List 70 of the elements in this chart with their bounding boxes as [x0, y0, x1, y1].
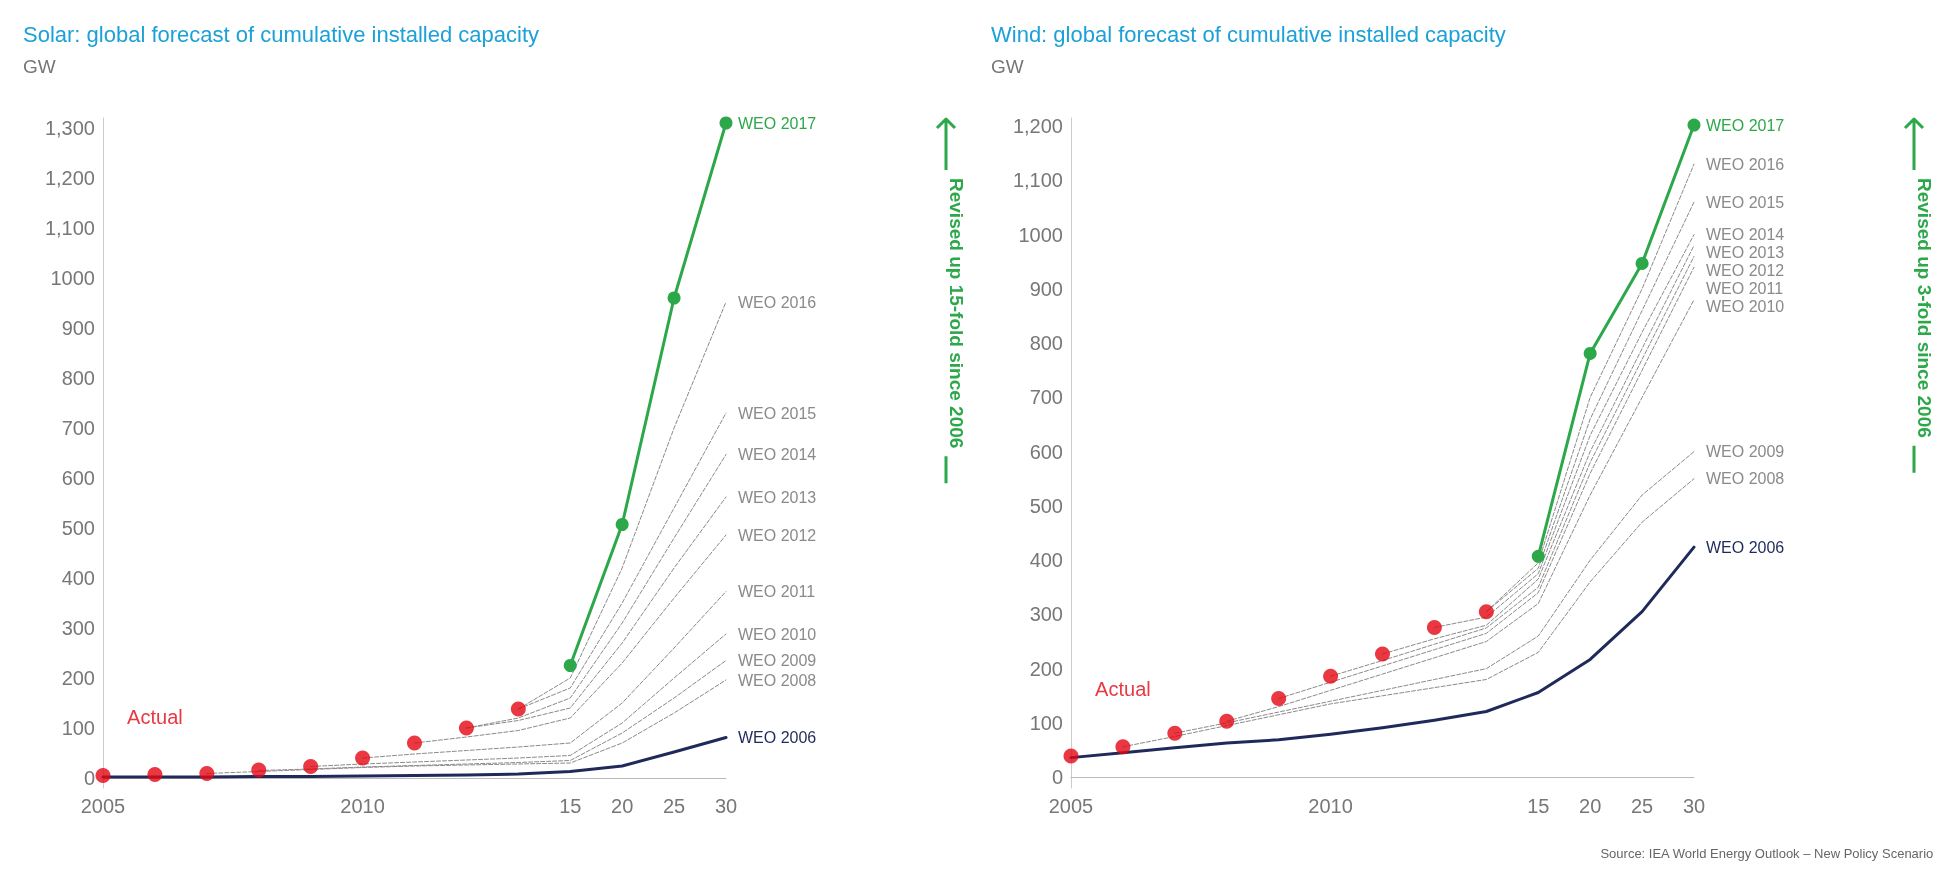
y-tick-label: 300 [61, 617, 95, 639]
y-tick-label: 500 [61, 517, 95, 539]
y-tick-label: 1,200 [44, 167, 95, 189]
y-axis-title: GW [991, 56, 1024, 77]
chart-title: Wind: global forecast of cumulative installed capacity [991, 21, 1506, 47]
y-tick-label: 100 [61, 717, 95, 739]
y-tick-label: 800 [61, 367, 95, 389]
x-tick-label: 30 [1682, 795, 1706, 817]
y-tick-label: 200 [61, 667, 95, 689]
y-tick-label: 900 [61, 317, 95, 339]
series-label: WEO 2016 [1706, 155, 1785, 173]
chart-title: Solar: global forecast of cumulative installed capacity [23, 21, 540, 47]
series-label: WEO 2014 [738, 446, 817, 463]
x-tick-label: 2010 [1308, 795, 1353, 817]
series-label: WEO 2008 [1706, 470, 1785, 488]
series-label: WEO 2016 [738, 293, 817, 311]
y-tick-label: 1,100 [1012, 169, 1063, 192]
series-label: WEO 2010 [1706, 298, 1785, 316]
x-tick-label: 2005 [1048, 795, 1094, 817]
x-tick-label: 2005 [80, 795, 126, 817]
y-tick-label: 500 [1029, 494, 1063, 517]
series-label: WEO 2012 [1706, 262, 1785, 280]
y-tick-label: 700 [61, 417, 95, 439]
series-label: WEO 2008 [738, 671, 817, 689]
x-tick-label: 20 [611, 795, 634, 817]
text: Revised up 15-fold since 2006 [945, 178, 967, 449]
text: Actual [127, 706, 183, 728]
y-tick-label: 600 [61, 467, 95, 489]
series-label: WEO 2009 [738, 652, 817, 669]
x-tick-label: 25 [662, 795, 686, 817]
x-tick-label: 15 [1527, 795, 1550, 817]
y-tick-label: 900 [1029, 277, 1063, 300]
series-label: WEO 2013 [738, 488, 817, 506]
series-label: WEO 2006 [1706, 538, 1785, 556]
x-tick-label: 15 [559, 795, 582, 817]
series-label: WEO 2006 [738, 729, 817, 746]
series-label: WEO 2009 [1706, 443, 1785, 461]
series-label: WEO 2015 [1706, 193, 1785, 211]
y-tick-label: 600 [1029, 440, 1063, 463]
y-tick-label: 1,200 [1012, 115, 1063, 138]
series-label: Actual [1095, 678, 1151, 701]
text: Revised up 3-fold since 2006 [1913, 178, 1935, 438]
y-tick-label: 100 [1029, 711, 1063, 734]
y-tick-label: 700 [1029, 386, 1063, 409]
series-label: WEO 2017 [1706, 116, 1785, 134]
x-tick-label: 2010 [340, 795, 385, 817]
x-tick-label: 20 [1579, 795, 1602, 817]
series-label: WEO 2014 [1706, 226, 1785, 244]
y-tick-label: 400 [1029, 549, 1063, 572]
y-tick-label: 800 [1029, 332, 1063, 355]
series-label: WEO 2013 [1706, 244, 1785, 262]
y-tick-label: 0 [83, 767, 95, 789]
series-label: WEO 2017 [738, 114, 817, 132]
series-label: WEO 2011 [738, 583, 816, 600]
source-note: Source: IEA World Energy Outlook – New Policy Scenario [1600, 846, 1934, 861]
x-tick-label: 25 [1630, 795, 1654, 817]
y-tick-label: 1,300 [44, 117, 95, 139]
series-label: WEO 2011 [1706, 280, 1784, 298]
series-label: WEO 2015 [738, 404, 817, 422]
y-tick-label: 300 [1029, 603, 1063, 626]
series-label: WEO 2012 [738, 526, 817, 544]
y-tick-label: 200 [1029, 657, 1063, 680]
y-tick-label: 1,100 [44, 217, 95, 239]
y-tick-label: 400 [61, 567, 95, 589]
series-label: WEO 2010 [738, 625, 817, 643]
y-tick-label: 0 [1051, 766, 1063, 789]
y-tick-label: 1000 [50, 267, 95, 289]
x-tick-label: 30 [714, 795, 738, 817]
y-axis-title: GW [23, 56, 56, 77]
y-tick-label: 1000 [1018, 223, 1063, 246]
